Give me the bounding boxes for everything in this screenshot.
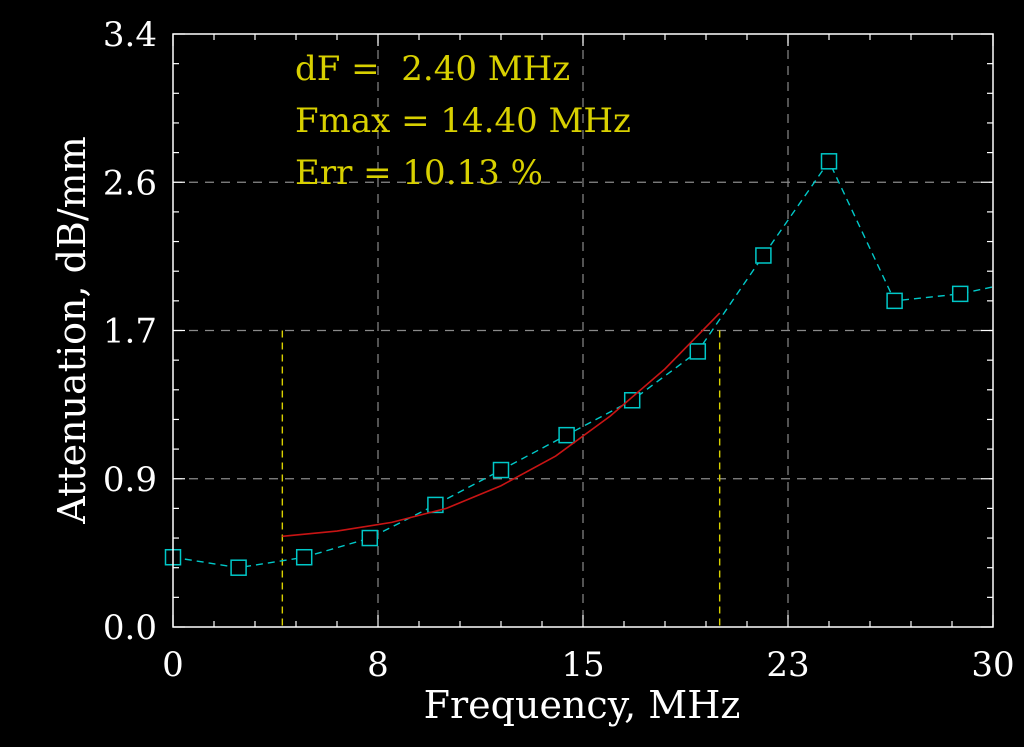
y-tick-label: 1.7 [103,312,157,352]
y-tick-label: 3.4 [103,15,157,55]
data-point-marker [427,496,444,514]
data-point-marker [755,247,772,264]
fit-curve [282,312,721,538]
data-point-marker [230,559,247,576]
range-markers [281,330,721,627]
y-tick-label: 0.9 [103,460,157,500]
x-axis-label: Frequency, MHz [424,683,741,727]
data-point-marker [886,292,903,310]
x-tick-label: 0 [162,645,184,685]
annotation-err: Err = 10.13 % [295,153,543,193]
data-point-marker [951,285,969,303]
annotations: dF = 2.40 MHz Fmax = 14.40 MHz Err = 10.… [295,49,631,193]
grid-lines [173,34,993,627]
annotation-df: dF = 2.40 MHz [295,49,570,89]
measured-line [172,159,994,569]
data-point-marker [689,343,707,360]
data-point-marker [295,548,313,566]
annotation-fmax: Fmax = 14.40 MHz [295,101,631,141]
x-tick-label: 30 [971,645,1014,685]
x-tick-label: 15 [561,645,604,685]
ticks: 0 8 15 23 30 0.0 0.9 1.7 2.6 3.4 [103,15,1015,685]
x-tick-label: 8 [367,645,389,685]
data-point-marker [623,392,641,409]
data-point-marker [361,529,379,547]
y-axis-label: Attenuation, dB/mm [50,136,94,524]
data-point-marker [558,426,575,444]
data-point-marker [492,461,510,479]
data-point-marker [820,153,838,170]
y-tick-label: 0.0 [103,608,157,648]
x-tick-label: 23 [766,645,809,685]
data-series [164,153,994,576]
y-tick-label: 2.6 [103,163,157,203]
